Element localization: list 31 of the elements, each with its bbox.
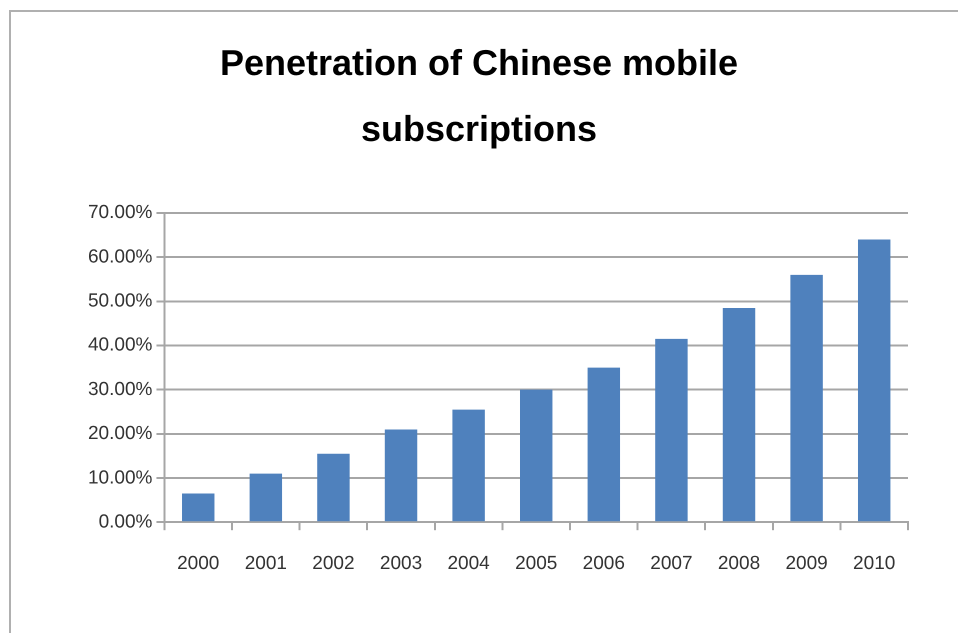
bar [250,474,282,522]
bar [452,410,485,522]
y-tick-label: 30.00% [88,378,153,400]
y-tick-label: 60.00% [88,246,153,268]
bar [790,274,823,522]
bar [317,454,350,522]
y-tick-label: 20.00% [88,423,153,444]
y-tick-label: 50.00% [88,290,153,312]
bar [520,390,552,522]
bar [722,308,756,522]
x-tick-label: 2005 [515,552,558,574]
y-tick-label: 0.00% [98,511,153,532]
x-tick-label: 2002 [312,552,355,574]
x-tick-label: 2001 [244,552,287,574]
x-tick-label: 2007 [650,552,693,574]
bar [182,493,214,522]
y-tick-label: 40.00% [88,334,153,356]
x-tick-label: 2006 [582,552,625,574]
bar [384,429,418,522]
x-tick-label: 2000 [177,552,220,574]
x-tick-label: 2003 [380,552,422,574]
y-tick-label: 70.00% [88,202,153,224]
x-tick-label: 2009 [785,552,828,574]
bar [588,368,620,522]
x-tick-label: 2010 [853,552,896,574]
bar [655,338,688,522]
y-tick-label: 10.00% [88,467,153,488]
chart-title: Penetration of Chinese mobile subscriptions [218,41,740,151]
x-tick-label: 2008 [718,552,760,574]
x-tick-label: 2004 [447,552,490,574]
bar [858,240,890,522]
